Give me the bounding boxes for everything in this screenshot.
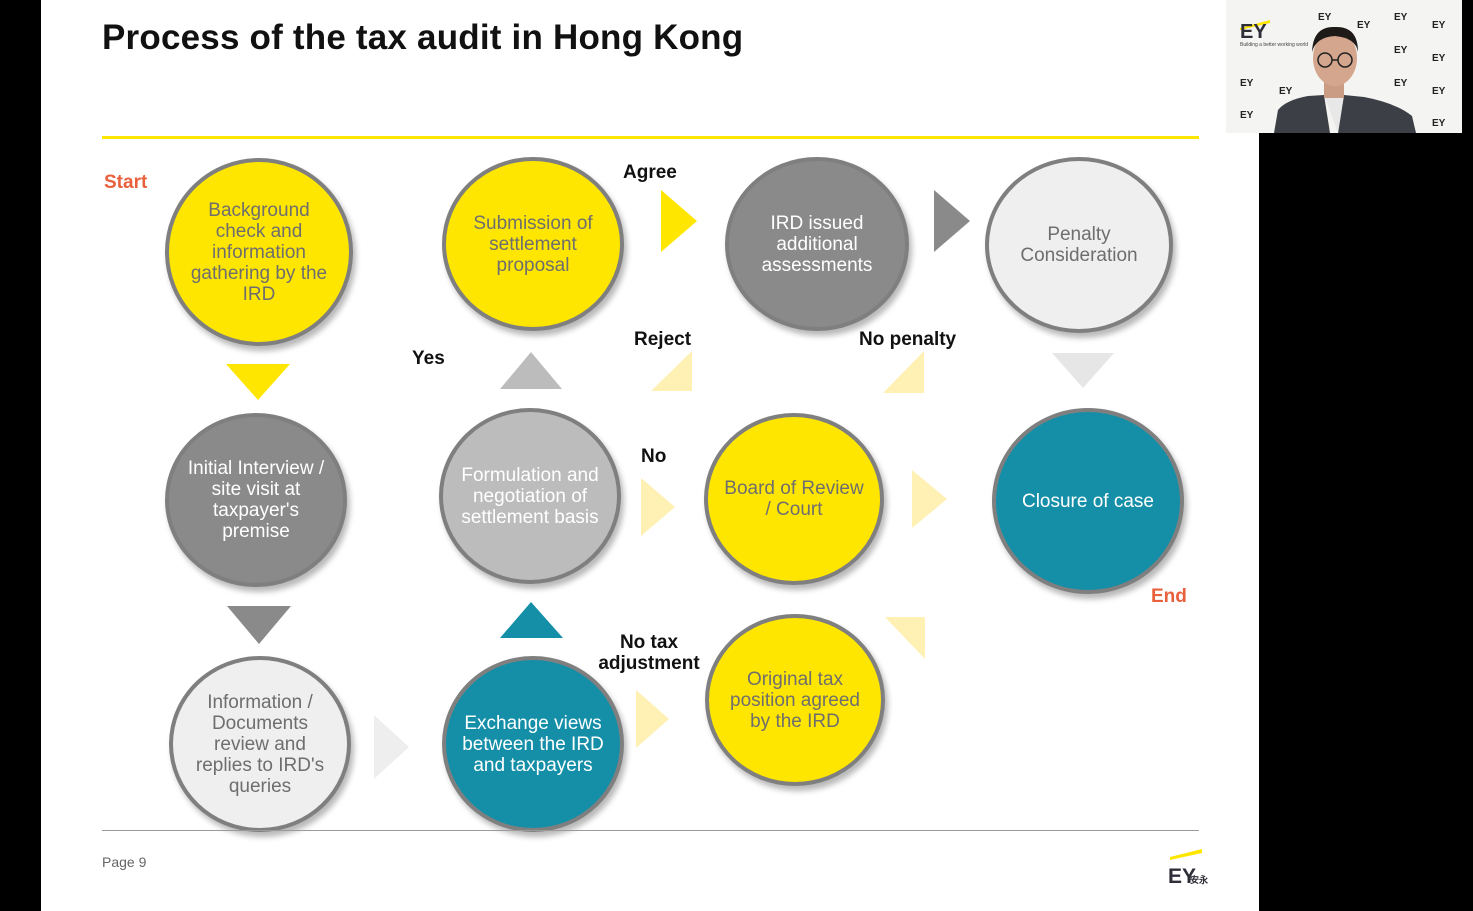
reject-label: Reject: [634, 329, 692, 350]
arrow-right-penalty: [934, 190, 970, 252]
title-underline: [102, 136, 1199, 139]
watermark: EY: [1394, 78, 1408, 89]
step-formulation-text: Formulation and negotiation of settlemen…: [461, 464, 599, 528]
watermark: EY: [1394, 12, 1408, 23]
step-original-position-text: Original tax position agreed by the IRD: [730, 668, 860, 732]
step-background-check-text: Background check and information gatheri…: [190, 199, 328, 305]
ey-logo-text: EY: [1168, 865, 1196, 888]
step-closure-text: Closure of case: [1021, 490, 1154, 512]
arrow-down-2: [227, 606, 291, 644]
webcam-feed: EY Building a better working world EY EY…: [1226, 0, 1462, 133]
watermark: EY: [1318, 12, 1332, 23]
step-submission-proposal: Submission of settlement proposal: [442, 157, 624, 331]
ey-logo: EY 安永: [1168, 849, 1209, 888]
step-initial-interview-text: Initial Interview / site visit at taxpay…: [187, 458, 325, 542]
arrow-up-exchange: [500, 602, 563, 638]
step-exchange-views: Exchange views between the IRD and taxpa…: [442, 656, 624, 832]
step-penalty: Penalty Consideration: [985, 157, 1173, 333]
step-formulation: Formulation and negotiation of settlemen…: [439, 408, 621, 584]
arrow-right-no-tax: [636, 690, 669, 748]
step-board-review-text: Board of Review / Court: [724, 478, 864, 520]
arrow-right-review: [374, 715, 409, 779]
arrow-up-yes: [500, 352, 562, 389]
ey-logo-chinese: 安永: [1190, 874, 1209, 886]
arrow-down-1: [226, 364, 290, 400]
agree-label: Agree: [623, 162, 677, 183]
watermark: EY: [1357, 20, 1371, 31]
webcam-backdrop: EY Building a better working world: [1240, 20, 1416, 133]
flow-arrows: [226, 190, 1114, 779]
no-penalty-label: No penalty: [859, 329, 957, 350]
watermark: EY: [1432, 86, 1446, 97]
arrow-diag-original: [885, 617, 925, 659]
watermark: EY: [1432, 53, 1446, 64]
yes-label: Yes: [412, 348, 445, 369]
step-information-review: Information / Documents review and repli…: [169, 656, 351, 832]
step-ird-assessments-text: IRD issued additional assessments: [761, 212, 873, 276]
watermark: EY: [1394, 45, 1408, 56]
arrow-right-board: [912, 470, 947, 528]
webcam-ey-logo: EY: [1240, 21, 1267, 43]
watermark: EY: [1240, 110, 1254, 121]
step-original-position: Original tax position agreed by the IRD: [705, 614, 885, 786]
watermark: EY: [1240, 78, 1254, 89]
step-ird-assessments: IRD issued additional assessments: [725, 157, 909, 331]
slide-title: Process of the tax audit in Hong Kong: [102, 18, 744, 57]
step-board-review: Board of Review / Court: [704, 413, 884, 585]
footer-line: [102, 830, 1199, 831]
step-submission-proposal-text: Submission of settlement proposal: [473, 212, 593, 276]
watermark: EY: [1432, 118, 1446, 129]
step-background-check: Background check and information gatheri…: [165, 158, 353, 346]
watermark: EY: [1279, 86, 1293, 97]
step-closure: Closure of case: [992, 408, 1184, 594]
arrow-right-no: [641, 478, 675, 536]
arrow-down-3: [1052, 353, 1114, 388]
no-tax-adjustment-label: No tax adjustment: [598, 632, 700, 674]
page-number: Page 9: [102, 854, 147, 870]
start-label: Start: [104, 172, 148, 193]
step-initial-interview: Initial Interview / site visit at taxpay…: [165, 413, 347, 587]
step-penalty-text: Penalty Consideration: [1020, 224, 1138, 266]
no-label: No: [641, 446, 667, 467]
arrow-diag-reject: [651, 351, 692, 391]
step-exchange-views-text: Exchange views between the IRD and taxpa…: [462, 712, 604, 776]
arrow-right-agree: [661, 190, 697, 252]
slide: Process of the tax audit in Hong Kong St…: [41, 0, 1259, 911]
step-information-review-text: Information / Documents review and repli…: [195, 691, 325, 797]
webcam-ey-tagline: Building a better working world: [1240, 42, 1308, 48]
watermark: EY: [1432, 20, 1446, 31]
end-label: End: [1151, 586, 1187, 607]
arrow-diag-no-penalty: [883, 351, 924, 393]
